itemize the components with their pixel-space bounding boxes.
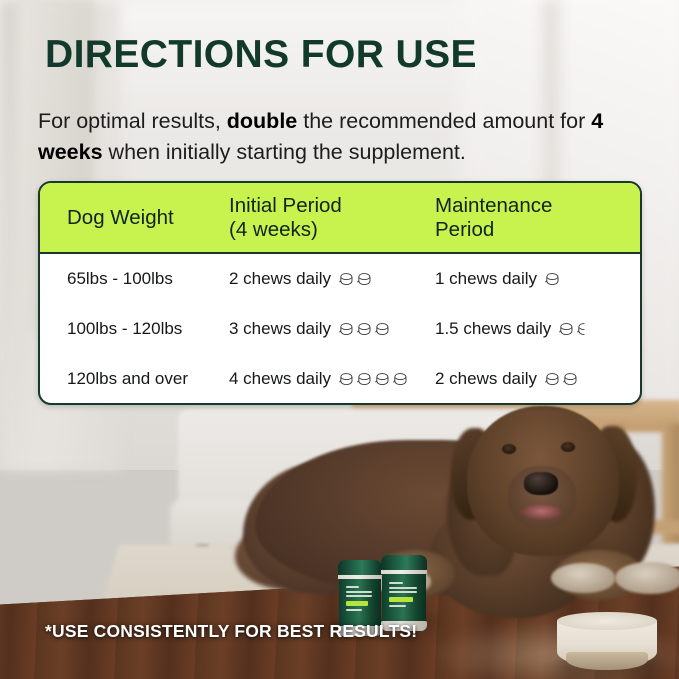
chew-icon — [545, 372, 559, 385]
maintenance-dose-label: 1 chews daily — [435, 269, 538, 288]
cell-initial-period: 2 chews daily — [229, 269, 435, 289]
chew-icon — [577, 322, 585, 335]
chew-icon — [357, 372, 371, 385]
dog-mouth — [521, 504, 562, 520]
jar-label-text — [346, 609, 362, 611]
jar-label-text — [389, 591, 417, 593]
jar-label-text — [346, 595, 372, 597]
jar-base — [338, 626, 382, 636]
table-row: 120lbs and over 4 chews daily 2 chews dail… — [40, 354, 640, 403]
cell-dog-weight: 65lbs - 100lbs — [67, 269, 173, 288]
jar-label-text — [389, 587, 417, 589]
jar-label-text — [346, 586, 359, 588]
instruction-part-2: the recommended amount for — [297, 109, 592, 133]
chew-icon — [357, 322, 371, 335]
maintenance-dose-label: 2 chews daily — [435, 369, 538, 388]
footnote-text: *USE CONSISTENTLY FOR BEST RESULTS! — [45, 621, 418, 641]
column-header-maintenance-period: Maintenance Period — [435, 194, 640, 242]
cell-initial-period: 4 chews daily — [229, 369, 435, 389]
cell-dog-weight: 120lbs and over — [67, 369, 188, 388]
column-header-line2: Period — [435, 217, 495, 241]
initial-dose-label: 4 chews daily — [229, 369, 332, 388]
dosage-table: Dog Weight Initial Period (4 weeks) Main… — [38, 181, 642, 405]
jar-label-text — [389, 605, 406, 607]
dog-eye-left — [502, 444, 516, 454]
maintenance-chew-icons — [544, 372, 579, 387]
initial-chew-icons — [338, 322, 391, 337]
dog-eye-right — [561, 442, 575, 452]
jar-lid — [338, 560, 382, 577]
instruction-bold-weeks: 4 weeks — [38, 109, 604, 164]
dog-paw — [551, 563, 615, 593]
instruction-text: For optimal results, double the recommen… — [38, 106, 638, 168]
chew-icon — [339, 372, 353, 385]
dog-bowl-foot — [566, 652, 648, 670]
column-header-line2: (4 weeks) — [229, 217, 318, 241]
instruction-part-3: when initially starting the supplement. — [102, 140, 466, 164]
table-row: 65lbs - 100lbs 2 chews daily 1 chews daily — [40, 254, 640, 304]
column-header-line1: Dog Weight — [67, 205, 174, 229]
initial-chew-icons — [338, 372, 409, 387]
cell-maintenance-period: 2 chews daily — [435, 369, 640, 389]
chew-icon — [339, 322, 353, 335]
jar-label-text — [389, 582, 403, 584]
chew-icon — [375, 322, 389, 335]
dog-paw — [615, 562, 679, 594]
table-row: 100lbs - 120lbs 3 chews daily 1.5 chews da… — [40, 304, 640, 354]
dog-photo — [235, 400, 679, 620]
instruction-bold-double: double — [226, 109, 298, 133]
chew-icon — [559, 322, 573, 335]
table-header-row: Dog Weight Initial Period (4 weeks) Main… — [40, 183, 640, 254]
supplement-jar-right — [381, 555, 427, 637]
jar-ring — [338, 575, 382, 579]
initial-dose-label: 3 chews daily — [229, 319, 332, 338]
chew-icon — [563, 372, 577, 385]
dog-bowl-rim — [557, 612, 657, 630]
jar-lid — [381, 555, 427, 572]
table-body: 65lbs - 100lbs 2 chews daily 1 chews daily… — [40, 254, 640, 403]
jar-ring — [381, 570, 427, 574]
chew-icon — [357, 272, 371, 285]
column-header-line1: Maintenance — [435, 193, 553, 217]
maintenance-dose-label: 1.5 chews daily — [435, 319, 552, 338]
column-header-line1: Initial Period — [229, 193, 342, 217]
maintenance-chew-icons — [544, 272, 561, 287]
maintenance-chew-icons — [558, 322, 593, 337]
chew-icon — [375, 372, 389, 385]
dog-nose — [524, 472, 558, 495]
instruction-part-1: For optimal results, — [38, 109, 227, 133]
page-title: DIRECTIONS FOR USE — [45, 33, 477, 76]
column-header-initial-period: Initial Period (4 weeks) — [229, 194, 435, 242]
cell-maintenance-period: 1 chews daily — [435, 269, 640, 289]
column-header-dog-weight: Dog Weight — [40, 206, 229, 230]
cell-initial-period: 3 chews daily — [229, 319, 435, 339]
chew-icon — [393, 372, 407, 385]
chew-icon — [339, 272, 353, 285]
chew-icon — [545, 272, 559, 285]
jar-label-text — [346, 591, 372, 593]
initial-dose-label: 2 chews daily — [229, 269, 332, 288]
jar-label-badge — [389, 597, 413, 602]
jar-base — [381, 621, 427, 631]
cell-dog-weight: 100lbs - 120lbs — [67, 319, 183, 338]
jar-label-badge — [346, 601, 368, 606]
supplement-jar-left — [338, 560, 382, 638]
table-leg — [662, 424, 679, 544]
initial-chew-icons — [338, 272, 373, 287]
cell-maintenance-period: 1.5 chews daily — [435, 319, 640, 339]
